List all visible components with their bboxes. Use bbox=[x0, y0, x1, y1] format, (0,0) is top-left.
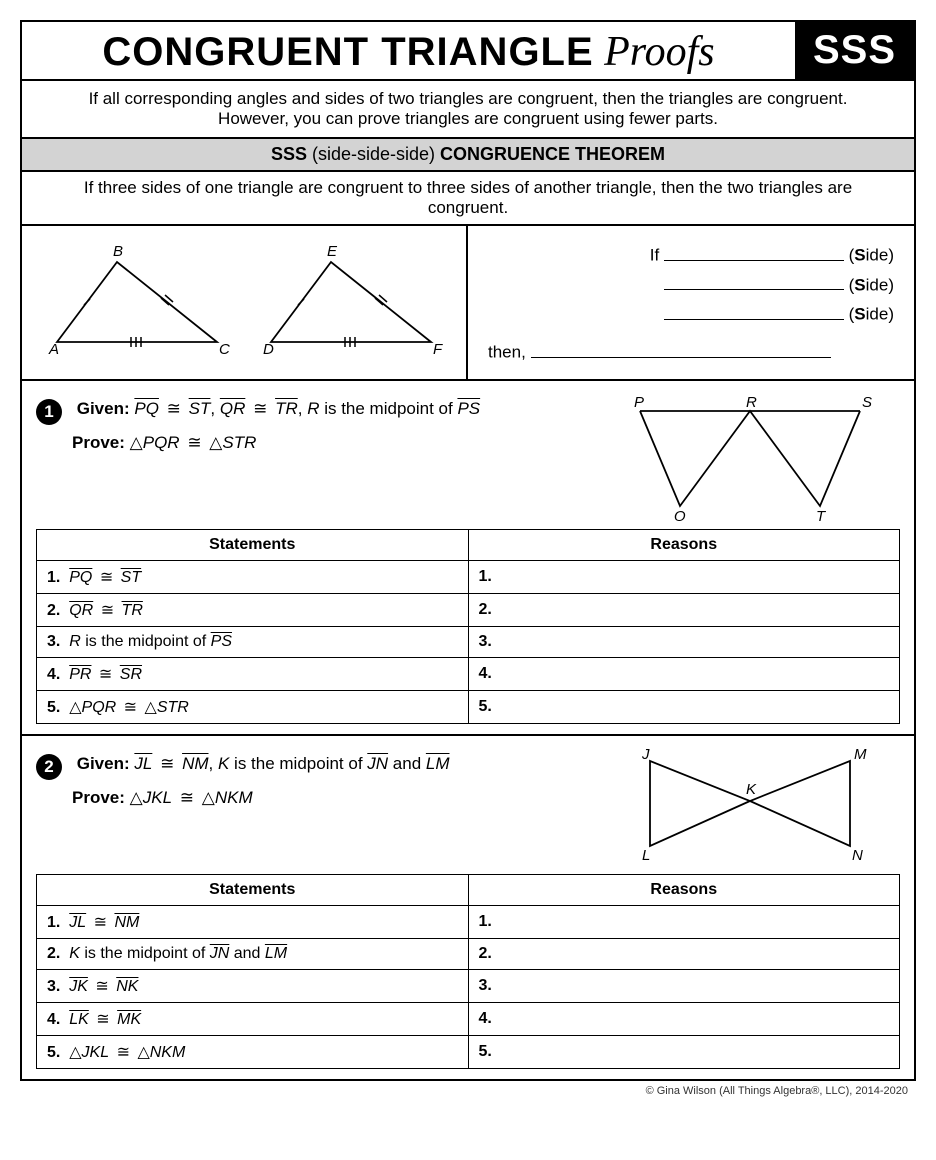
svg-text:K: K bbox=[746, 781, 757, 798]
reason-cell[interactable]: 5. bbox=[468, 690, 900, 723]
svg-text:L: L bbox=[642, 847, 650, 864]
theorem-title: SSS (side-side-side) CONGRUENCE THEOREM bbox=[22, 139, 914, 172]
svg-text:R: R bbox=[746, 394, 757, 411]
reason-cell[interactable]: 5. bbox=[468, 1035, 900, 1068]
problem-1-figure: P R S Q T bbox=[620, 391, 900, 521]
if-label: If bbox=[650, 246, 659, 265]
theorem-desc: If three sides of one triangle are congr… bbox=[22, 172, 914, 226]
blank-1[interactable] bbox=[664, 242, 844, 261]
footer-credit: © Gina Wilson (All Things Algebra®, LLC)… bbox=[20, 1081, 916, 1097]
svg-text:F: F bbox=[433, 341, 443, 358]
title-cell: CONGRUENT TRIANGLE Proofs bbox=[22, 22, 795, 79]
statement-cell: 3. R is the midpoint of PS bbox=[37, 626, 469, 657]
prove-2: JKL NKM bbox=[130, 788, 253, 807]
proof-table-2: Statements Reasons 1. JL NM1.2. K is the… bbox=[36, 874, 900, 1069]
reason-cell[interactable]: 3. bbox=[468, 626, 900, 657]
svg-text:N: N bbox=[852, 847, 863, 864]
stmt-header-1: Statements bbox=[37, 529, 469, 560]
svg-text:C: C bbox=[219, 341, 230, 358]
example-row: A B C D E F bbox=[22, 226, 914, 381]
statement-cell: 1. PQ ST bbox=[37, 560, 469, 593]
intro-text: If all corresponding angles and sides of… bbox=[22, 81, 914, 139]
prove-1: PQR STR bbox=[130, 433, 257, 452]
problem-2: 2 Given: JL NM, K is the midpoint of JN … bbox=[22, 736, 914, 1079]
example-fillins: If (Side) (Side) (Side) then, bbox=[468, 226, 914, 379]
statement-cell: 1. JL NM bbox=[37, 905, 469, 938]
header-row: CONGRUENT TRIANGLE Proofs SSS bbox=[22, 22, 914, 81]
worksheet-page: CONGRUENT TRIANGLE Proofs SSS If all cor… bbox=[20, 20, 916, 1081]
reason-header-2: Reasons bbox=[468, 874, 900, 905]
reason-header-1: Reasons bbox=[468, 529, 900, 560]
reason-cell[interactable]: 1. bbox=[468, 560, 900, 593]
svg-text:B: B bbox=[113, 243, 123, 260]
stmt-header-2: Statements bbox=[37, 874, 469, 905]
svg-text:Q: Q bbox=[674, 508, 686, 521]
svg-text:A: A bbox=[48, 341, 59, 358]
svg-text:P: P bbox=[634, 394, 644, 411]
reason-cell[interactable]: 4. bbox=[468, 1002, 900, 1035]
then-label: then, bbox=[488, 343, 526, 362]
problem-2-number: 2 bbox=[36, 754, 62, 780]
theorem-prefix: SSS bbox=[271, 144, 307, 164]
svg-text:M: M bbox=[854, 746, 867, 763]
prove-label-2: Prove: bbox=[72, 788, 125, 807]
statement-cell: 5. PQR STR bbox=[37, 690, 469, 723]
statement-cell: 2. K is the midpoint of JN and LM bbox=[37, 938, 469, 969]
given-1: PQ ST, QR TR, R is the midpoint of PS bbox=[134, 399, 480, 418]
proof-rows-1: 1. PQ ST1.2. QR TR2.3. R is the midpoint… bbox=[37, 560, 900, 723]
svg-text:J: J bbox=[641, 746, 650, 763]
title-script: Proofs bbox=[604, 29, 714, 75]
example-triangles: A B C D E F bbox=[22, 226, 468, 379]
statement-cell: 4. PR SR bbox=[37, 657, 469, 690]
proof-table-1: Statements Reasons 1. PQ ST1.2. QR TR2.3… bbox=[36, 529, 900, 724]
svg-text:D: D bbox=[263, 341, 274, 358]
problem-1: 1 Given: PQ ST, QR TR, R is the midpoint… bbox=[22, 381, 914, 736]
reason-cell[interactable]: 1. bbox=[468, 905, 900, 938]
triangle-def: D E F bbox=[251, 242, 451, 362]
reason-cell[interactable]: 3. bbox=[468, 969, 900, 1002]
sss-badge: SSS bbox=[795, 22, 914, 79]
triangle-abc: A B C bbox=[37, 242, 237, 362]
reason-cell[interactable]: 4. bbox=[468, 657, 900, 690]
svg-text:S: S bbox=[862, 394, 872, 411]
blank-2[interactable] bbox=[664, 272, 844, 291]
reason-cell[interactable]: 2. bbox=[468, 938, 900, 969]
problem-1-text: 1 Given: PQ ST, QR TR, R is the midpoint… bbox=[36, 391, 620, 521]
given-label-1: Given: bbox=[77, 399, 130, 418]
given-2: JL NM, K is the midpoint of JN and LM bbox=[134, 754, 449, 773]
title-main: CONGRUENT TRIANGLE bbox=[102, 30, 593, 74]
problem-2-figure: J M K L N bbox=[620, 746, 900, 866]
svg-text:E: E bbox=[327, 243, 338, 260]
blank-3[interactable] bbox=[664, 301, 844, 320]
problem-2-text: 2 Given: JL NM, K is the midpoint of JN … bbox=[36, 746, 620, 866]
theorem-mid: (side-side-side) bbox=[312, 144, 435, 164]
prove-label-1: Prove: bbox=[72, 433, 125, 452]
blank-then[interactable] bbox=[531, 339, 831, 358]
statement-cell: 2. QR TR bbox=[37, 593, 469, 626]
reason-cell[interactable]: 2. bbox=[468, 593, 900, 626]
svg-text:T: T bbox=[816, 508, 827, 521]
proof-rows-2: 1. JL NM1.2. K is the midpoint of JN and… bbox=[37, 905, 900, 1068]
theorem-suffix: CONGRUENCE THEOREM bbox=[440, 144, 665, 164]
given-label-2: Given: bbox=[77, 754, 130, 773]
statement-cell: 3. JK NK bbox=[37, 969, 469, 1002]
statement-cell: 4. LK MK bbox=[37, 1002, 469, 1035]
problem-1-number: 1 bbox=[36, 399, 62, 425]
statement-cell: 5. JKL NKM bbox=[37, 1035, 469, 1068]
